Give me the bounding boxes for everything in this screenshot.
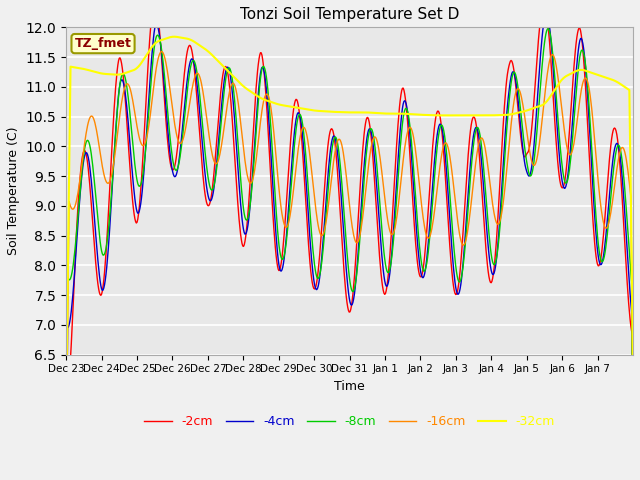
-32cm [62,401,70,407]
-2cm [441,162,449,168]
-16cm [441,141,449,146]
Line: -4cm: -4cm [66,14,633,480]
-2cm [234,197,241,203]
-8cm [440,128,447,134]
-32cm [129,68,136,73]
-8cm [408,146,416,152]
Y-axis label: Soil Temperature (C): Soil Temperature (C) [7,127,20,255]
-8cm [129,140,136,145]
-32cm [234,78,241,84]
-16cm [157,48,165,54]
-32cm [409,111,417,117]
-16cm [409,131,417,136]
-16cm [262,92,269,98]
-16cm [284,224,291,229]
-16cm [62,466,70,471]
-4cm [629,424,637,430]
-8cm [629,468,637,474]
-4cm [129,174,136,180]
-4cm [440,138,447,144]
-8cm [261,66,269,72]
-8cm [233,125,241,131]
-32cm [262,97,269,103]
-16cm [234,96,241,102]
-32cm [441,112,449,118]
-32cm [284,103,291,109]
-8cm [544,26,552,32]
-32cm [170,34,178,39]
Line: -2cm: -2cm [66,0,633,480]
-8cm [62,458,70,464]
Title: Tonzi Soil Temperature Set D: Tonzi Soil Temperature Set D [240,7,460,22]
-16cm [129,97,136,103]
Legend: -2cm, -4cm, -8cm, -16cm, -32cm: -2cm, -4cm, -8cm, -16cm, -32cm [139,410,560,433]
-4cm [282,234,290,240]
Line: -8cm: -8cm [66,29,633,471]
-2cm [284,189,291,195]
X-axis label: Time: Time [334,380,365,393]
-4cm [408,161,416,167]
-2cm [629,468,637,474]
-4cm [233,149,241,155]
-8cm [282,239,290,244]
Text: TZ_fmet: TZ_fmet [75,37,131,50]
-4cm [261,73,269,79]
-16cm [629,405,637,411]
-32cm [629,360,637,365]
Line: -32cm: -32cm [66,36,633,404]
Line: -16cm: -16cm [66,51,633,468]
-2cm [262,89,269,95]
-2cm [409,199,417,204]
-2cm [129,198,136,204]
-4cm [543,12,550,17]
